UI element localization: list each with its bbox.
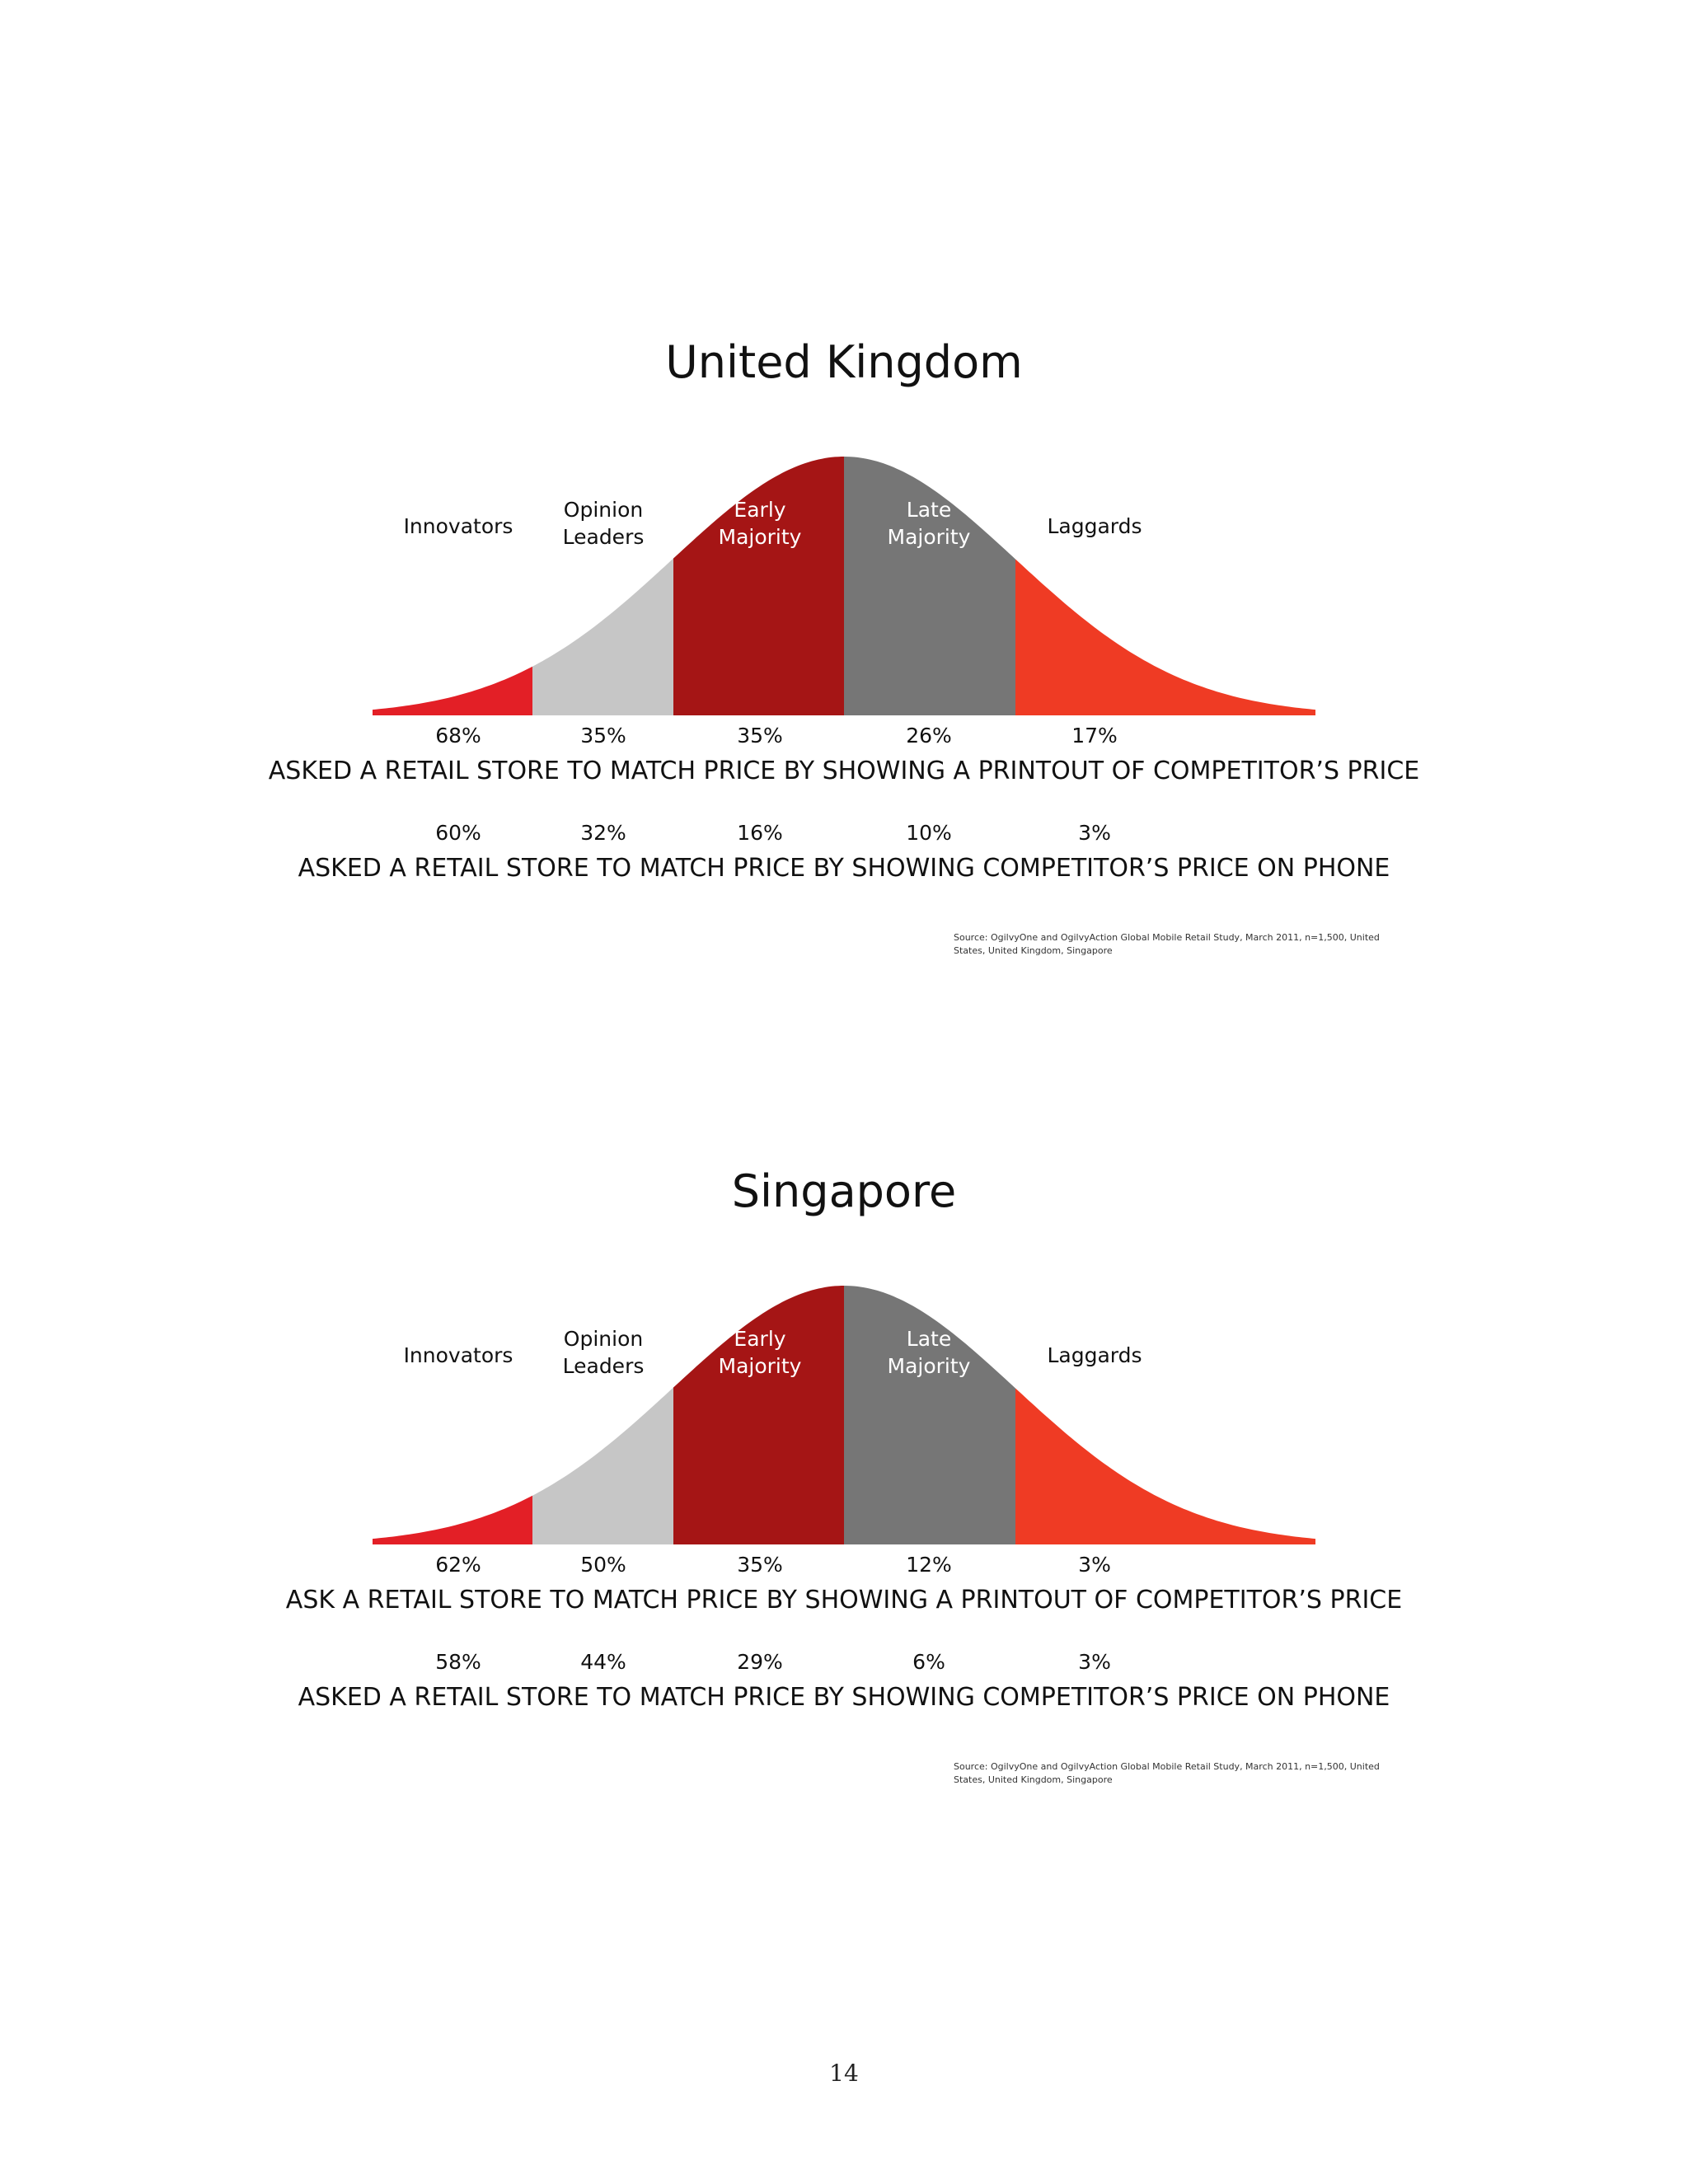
chart-united-kingdom: United Kingdom Innovators Opinion Leaders Ea…: [0, 313, 1688, 1137]
source-note: Source: OgilvyOne and OgilvyAction Globa…: [954, 932, 1380, 956]
curve-segment-4: [1015, 1388, 1315, 1544]
curve-segment-2: [673, 1286, 844, 1544]
value-label: 35%: [580, 724, 626, 748]
curve-segment-1: [532, 558, 673, 715]
curve-segment-4: [1015, 559, 1315, 715]
value-label: 29%: [737, 1650, 783, 1674]
value-label: 3%: [1078, 1650, 1111, 1674]
segment-label: Late Majority: [887, 498, 971, 549]
source-note: Source: OgilvyOne and OgilvyAction Globa…: [954, 1761, 1380, 1785]
segment-label: Laggards: [1047, 514, 1142, 538]
segment-label: Early Majority: [718, 498, 802, 549]
value-label: 17%: [1071, 724, 1118, 748]
curve-segment-3: [844, 457, 1015, 715]
value-label: 32%: [580, 821, 626, 845]
value-label: 16%: [737, 821, 783, 845]
value-label: 26%: [906, 724, 952, 748]
curve-segment-3: [844, 1286, 1015, 1544]
value-label: 62%: [435, 1553, 481, 1577]
curve-segment-1: [532, 1387, 673, 1544]
value-label: 44%: [580, 1650, 626, 1674]
value-label: 35%: [737, 1553, 783, 1577]
chart-title: United Kingdom: [665, 336, 1023, 388]
series-caption: ASKED A RETAIL STORE TO MATCH PRICE BY S…: [298, 854, 1390, 883]
segment-label: Innovators: [403, 1343, 513, 1367]
curve-segment-2: [673, 457, 844, 715]
value-label: 35%: [737, 724, 783, 748]
series-caption: ASK A RETAIL STORE TO MATCH PRICE BY SHO…: [285, 1586, 1403, 1615]
segment-label: Early Majority: [718, 1327, 802, 1378]
value-label: 6%: [912, 1650, 945, 1674]
segment-label: Opinion Leaders: [562, 1327, 645, 1378]
value-label: 10%: [906, 821, 952, 845]
segment-label: Late Majority: [887, 1327, 971, 1378]
chart-title: Singapore: [731, 1165, 957, 1217]
curve-segment-0: [373, 1495, 532, 1544]
series-caption: ASKED A RETAIL STORE TO MATCH PRICE BY S…: [298, 1683, 1390, 1712]
value-label: 3%: [1078, 1553, 1111, 1577]
value-label: 3%: [1078, 821, 1111, 845]
value-label: 12%: [906, 1553, 952, 1577]
segment-label: Laggards: [1047, 1343, 1142, 1367]
value-label: 50%: [580, 1553, 626, 1577]
bell-curve: [373, 457, 1315, 715]
page-number: 14: [829, 2060, 859, 2087]
value-label: 58%: [435, 1650, 481, 1674]
bell-curve: [373, 1286, 1315, 1544]
segment-label: Innovators: [403, 514, 513, 538]
series-caption: ASKED A RETAIL STORE TO MATCH PRICE BY S…: [268, 757, 1420, 785]
value-label: 68%: [435, 724, 481, 748]
chart-singapore: Singapore Innovators Opinion Leaders Early Ma…: [0, 1142, 1688, 1966]
curve-segment-0: [373, 666, 532, 715]
segment-label: Opinion Leaders: [562, 498, 645, 549]
value-label: 60%: [435, 821, 481, 845]
